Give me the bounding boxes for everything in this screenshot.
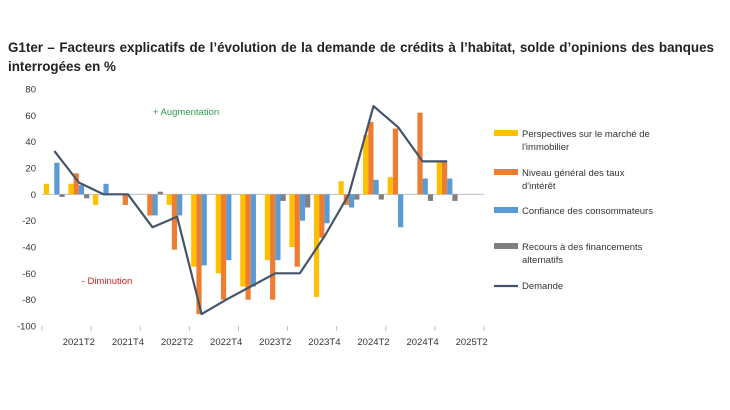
bar [152,194,158,216]
y-tick-label: -100 [17,322,36,333]
bar [441,161,448,195]
x-tick-label: 2025T2 [456,337,488,348]
bar [215,194,221,274]
legend-label: Recours à des financements alternatifs [522,242,643,266]
bar [436,161,442,195]
legend-swatch [494,130,518,136]
bar [305,194,311,208]
bar [73,173,79,195]
annotations: + Augmentation - Diminution [66,102,232,290]
legend-swatch [494,169,518,175]
bar [264,194,271,261]
bar [363,135,369,195]
x-tick-label: 2023T4 [308,337,340,348]
bar [201,194,207,266]
bar [177,194,183,216]
legend-label: Demande [522,281,563,292]
x-tick-label: 2024T4 [406,337,438,348]
demand-line [53,104,448,316]
legend-label: Confiance des consommateurs [522,206,653,217]
bar [313,194,320,298]
legend-swatch [494,243,518,249]
bar [68,183,74,195]
bar [289,194,295,247]
legend-label: Perspectives sur le marché de l'immobilie… [522,129,650,153]
y-tick-label: 0 [31,190,36,201]
bar [191,194,197,267]
bar [447,178,453,195]
bar [240,194,246,287]
y-tick-label: 20 [25,164,36,175]
bar [348,194,355,208]
x-axis: 2021T2 2021T4 2022T2 2022T4 2023T2 2023T4 2024… [41,326,488,348]
demand-series-line [53,104,448,316]
x-tick-label: 2022T4 [210,337,242,348]
bar [54,162,60,195]
bar [171,194,178,250]
bar [157,191,163,195]
bar [427,194,434,201]
x-tick-label: 2023T2 [259,337,291,348]
bar [270,194,276,300]
bar [387,177,393,195]
bar [392,128,399,195]
bar [245,194,251,300]
y-tick-label: -60 [22,269,36,280]
bar [92,194,99,205]
bars [43,112,458,315]
bar [368,121,374,195]
bar [250,194,256,287]
bar [319,194,325,238]
bar [78,185,85,195]
y-tick-label: 80 [25,85,36,96]
bar [373,179,379,195]
bar [166,194,172,205]
bar [220,194,227,300]
bar [275,194,281,261]
bar [147,194,153,216]
legend: Perspectives sur le marché de l'immobilie… [494,129,653,292]
x-tick-label: 2022T2 [161,337,193,348]
bar [196,194,202,315]
bar [84,194,90,199]
bar [354,194,360,200]
x-tick-label: 2021T2 [63,337,95,348]
bar [422,178,428,195]
y-tick-label: 40 [25,137,36,148]
x-tick-label: 2021T4 [112,337,144,348]
y-tick-label: -20 [22,216,36,227]
bar [294,194,300,267]
bar [324,194,330,224]
bar [43,183,50,195]
y-tick-label: -40 [22,243,36,254]
bar [378,194,384,200]
chart-title: G1ter – Facteurs explicatifs de l’évolut… [8,40,714,74]
bar [452,194,458,201]
down-annotation-box [66,272,148,290]
bar [103,183,109,195]
bar [122,194,128,205]
up-annotation-box [140,102,232,120]
up-annotation: + Augmentation [153,107,219,118]
legend-label: Niveau général des taux d'intérêt [522,168,625,192]
bar [226,194,232,261]
bar [398,194,404,228]
y-tick-label: 60 [25,111,36,122]
bar [338,181,344,195]
x-tick-label: 2024T2 [357,337,389,348]
legend-swatch [494,207,518,213]
y-tick-label: -80 [22,295,36,306]
bar [59,194,65,197]
bar [299,194,306,221]
bar [417,112,423,195]
bar [280,194,286,201]
y-axis: -100 -80 -60 -40 -20 0 20 40 60 80 [17,85,36,333]
down-annotation: - Diminution [82,276,133,287]
